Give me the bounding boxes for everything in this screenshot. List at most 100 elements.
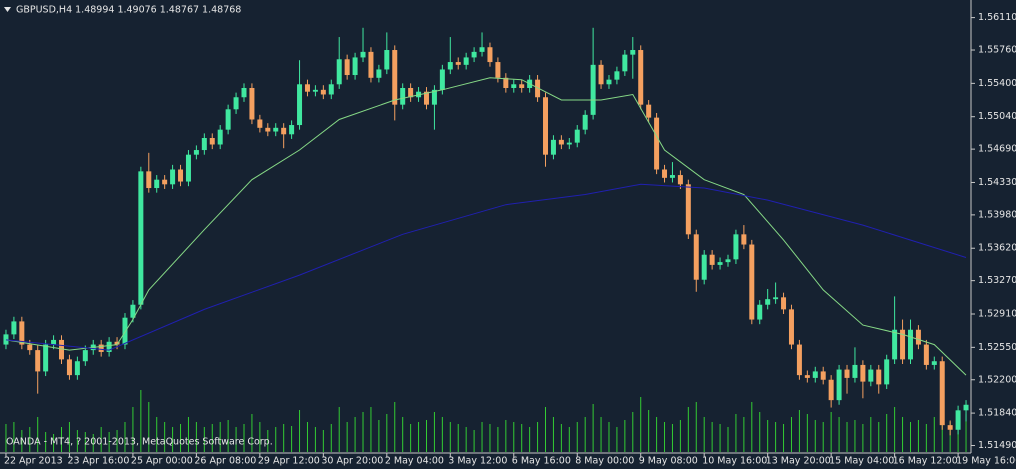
candle-body — [907, 329, 913, 360]
y-tick-label: 1.51840 — [978, 408, 1016, 419]
candle-body — [217, 129, 223, 145]
candle-body — [392, 50, 398, 105]
candle-body — [598, 64, 604, 85]
candle-body — [479, 47, 485, 52]
candle-body — [154, 179, 160, 189]
candle-body — [519, 84, 525, 88]
candle-body — [820, 371, 826, 380]
candle-body — [550, 139, 556, 155]
candle-body — [765, 299, 771, 305]
candle-body — [328, 84, 334, 95]
candle-body — [511, 84, 517, 88]
x-tick-label: 23 Apr 16:00 — [67, 456, 129, 467]
x-tick-label: 16 May 12:00 — [893, 456, 958, 467]
x-tick-label: 9 May 08:00 — [639, 456, 698, 467]
candle-body — [265, 127, 271, 132]
candle-body — [82, 350, 88, 362]
candle-body — [162, 179, 168, 185]
candle-body — [717, 262, 723, 265]
y-tick-label: 1.55040 — [978, 111, 1016, 122]
candle-body — [320, 89, 326, 95]
candle-body — [178, 169, 184, 182]
candle-body — [312, 89, 318, 92]
candle-body — [408, 87, 414, 98]
candle-body — [439, 69, 445, 90]
candle-body — [955, 410, 961, 430]
candle-body — [860, 364, 866, 382]
candle-body — [471, 51, 477, 58]
candle-body — [297, 84, 303, 126]
candle-body — [654, 117, 660, 170]
x-tick-label: 2 May 04:00 — [385, 456, 444, 467]
candle-body — [876, 369, 882, 385]
x-tick-label: 30 Apr 20:00 — [321, 456, 383, 467]
candle-body — [939, 361, 945, 426]
chart-title: GBPUSD,H4 1.48994 1.49076 1.48767 1.4876… — [16, 5, 241, 16]
candle-body — [923, 344, 929, 365]
x-tick-label: 10 May 16:00 — [702, 456, 767, 467]
candle-body — [963, 404, 969, 411]
y-tick-label: 1.52200 — [978, 374, 1016, 385]
candle-body — [304, 84, 310, 92]
y-tick-label: 1.52550 — [978, 342, 1016, 353]
candle-body — [114, 341, 120, 345]
candle-body — [892, 329, 898, 360]
candle-body — [19, 321, 25, 345]
candle-body — [781, 297, 787, 310]
candle-body — [209, 138, 215, 145]
candle-body — [201, 138, 207, 151]
x-tick-label: 22 Apr 2013 — [4, 456, 63, 467]
y-tick-label: 1.55400 — [978, 78, 1016, 89]
candle-body — [828, 379, 834, 401]
candle-body — [233, 97, 239, 110]
candle-body — [749, 244, 755, 320]
x-tick-label: 25 Apr 00:00 — [131, 456, 193, 467]
y-tick-label: 1.56110 — [978, 12, 1016, 23]
candle-body — [225, 109, 231, 130]
candle-body — [582, 114, 588, 130]
candle-body — [193, 150, 199, 155]
candle-body — [11, 321, 17, 335]
candle-body — [947, 425, 953, 430]
candle-body — [543, 97, 549, 155]
candle-body — [360, 51, 366, 58]
candle-body — [185, 154, 191, 182]
candle-body — [900, 329, 906, 360]
y-tick-label: 1.51490 — [978, 440, 1016, 451]
candle-body — [614, 71, 620, 80]
candle-body — [796, 344, 802, 376]
y-tick-label: 1.54690 — [978, 144, 1016, 155]
candle-body — [693, 234, 699, 280]
y-tick-label: 1.54330 — [978, 177, 1016, 188]
candle-body — [709, 254, 715, 265]
y-tick-label: 1.55760 — [978, 45, 1016, 56]
candle-body — [630, 50, 636, 55]
candle-body — [146, 171, 152, 189]
candle-body — [646, 104, 652, 118]
candle-body — [249, 87, 255, 120]
candle-body — [170, 169, 176, 185]
x-tick-label: 8 May 00:00 — [575, 456, 634, 467]
candle-body — [106, 341, 112, 352]
candle-body — [447, 62, 453, 70]
candle-body — [336, 59, 342, 85]
moving-average — [5, 77, 967, 376]
candle-body — [566, 142, 572, 145]
candle-body — [788, 309, 794, 345]
candle-body — [757, 304, 763, 320]
candle-body — [852, 364, 858, 378]
menu-arrow[interactable] — [4, 7, 11, 12]
candle-body — [43, 344, 49, 372]
candle-body — [685, 184, 691, 235]
candle-body — [836, 369, 842, 401]
candle-body — [662, 169, 668, 178]
candle-body — [51, 339, 57, 345]
candle-body — [812, 371, 818, 378]
candle-body — [773, 297, 779, 300]
candle-body — [27, 344, 33, 351]
candle-body — [701, 254, 707, 280]
candle-body — [638, 50, 644, 105]
moving-average — [5, 183, 967, 351]
candle-body — [3, 334, 9, 345]
